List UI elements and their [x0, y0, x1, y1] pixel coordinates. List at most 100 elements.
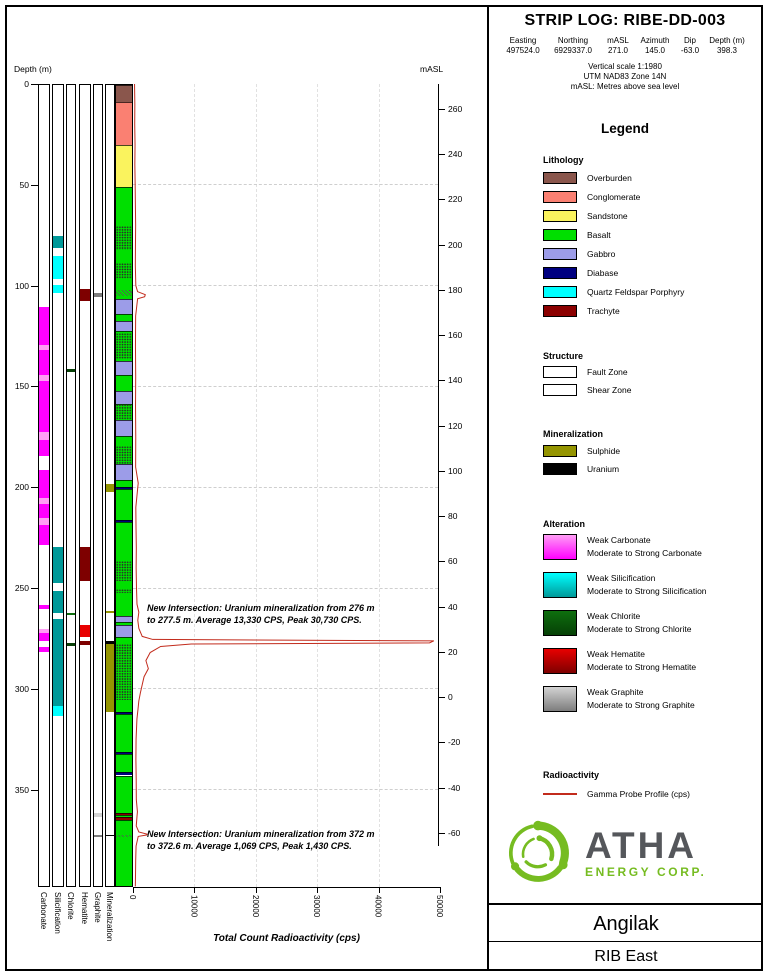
legend-lithology-title: Lithology: [543, 155, 584, 165]
lithology-interval: [116, 85, 132, 103]
masl-tick-label: 40: [448, 601, 458, 612]
carbonate-column: [38, 84, 50, 887]
silicification-interval: [53, 284, 63, 293]
depth-tick-label: 200: [14, 482, 29, 493]
depth-axis-title: Depth (m): [14, 64, 52, 74]
project-name: Angilak: [489, 905, 763, 942]
column-label: Silicification: [53, 892, 62, 934]
legend-swatch: [543, 610, 577, 636]
lithology-interval: [116, 625, 132, 638]
depth-tick: [31, 789, 38, 791]
legend-label: Weak Carbonate: [587, 535, 651, 545]
graphite-interval: [94, 834, 102, 837]
masl-tick-label: 60: [448, 556, 458, 567]
atha-logo-icon: [509, 820, 569, 882]
radio-tick: [194, 888, 196, 893]
masl-tick: [439, 244, 445, 246]
mineralization-interval: [106, 834, 114, 837]
lithology-interval: [116, 812, 132, 815]
info-header: Depth (m): [709, 36, 745, 45]
structure-overlay: [116, 560, 132, 581]
masl-tick-label: -20: [448, 737, 461, 748]
radio-tick-label: 0: [128, 895, 137, 900]
structure-overlay: [116, 589, 132, 594]
hematite-interval: [80, 625, 90, 638]
masl-tick: [439, 561, 445, 563]
masl-tick-label: 140: [448, 375, 463, 386]
legend-swatch: [543, 572, 577, 598]
masl-tick-label: 160: [448, 330, 463, 341]
radio-tick-label: 50000: [435, 895, 444, 918]
structure-overlay: [116, 263, 132, 279]
radio-tick-label: 30000: [312, 895, 322, 918]
area-name: RIB East: [594, 948, 658, 965]
collar-info-values: 497524.0 6929337.0 271.0 145.0 -63.0 398.3: [489, 46, 761, 55]
depth-tick-label: 0: [24, 79, 29, 89]
depth-tick: [31, 285, 38, 287]
legend-label: Moderate to Strong Graphite: [587, 700, 695, 710]
lithology-interval: [116, 714, 132, 753]
legend-panel: STRIP LOG: RIBE-DD-003 Easting Northing mA…: [487, 5, 761, 903]
carbonate-interval: [39, 431, 49, 440]
legend-swatch: [543, 463, 577, 475]
radio-tick-label: 20000: [250, 895, 260, 918]
hematite-interval: [80, 546, 90, 581]
masl-tick-label: 0: [448, 692, 453, 703]
info-value: 497524.0: [506, 46, 540, 55]
masl-note: mASL: Metres above sea level: [570, 82, 680, 91]
legend-mineralization-title: Mineralization: [543, 429, 604, 439]
radioactivity-axis-title: Total Count Radioactivity (cps): [213, 933, 360, 944]
masl-tick-label: 120: [448, 420, 463, 431]
hematite-interval: [80, 641, 90, 646]
atha-logo: ATHA ENERGY CORP.: [501, 811, 757, 895]
structure-overlay: [116, 403, 132, 420]
masl-tick: [439, 516, 445, 518]
masl-tick: [439, 108, 445, 110]
carbonate-interval: [39, 524, 49, 545]
masl-tick: [439, 425, 445, 427]
lithology-interval: [116, 102, 132, 146]
masl-tick: [439, 787, 445, 789]
masl-tick-label: 100: [448, 465, 463, 476]
lithology-interval: [116, 775, 132, 813]
footer: Angilak RIB East: [487, 903, 763, 971]
silicification-interval: [53, 236, 63, 249]
legend-label: Sulphide: [587, 446, 621, 456]
info-header: Easting: [509, 36, 537, 45]
page-title: STRIP LOG: RIBE-DD-003: [524, 12, 726, 29]
chlorite-interval: [67, 643, 75, 647]
depth-tick: [31, 84, 38, 85]
lithology-interval: [116, 772, 132, 776]
lithology-interval: [116, 145, 132, 187]
masl-tick-label: -60: [448, 827, 461, 838]
legend-label: Weak Silicification: [587, 573, 656, 583]
carbonate-interval: [39, 375, 49, 382]
info-value: 145.0: [644, 46, 666, 55]
masl-tick-label: 80: [448, 511, 458, 522]
gamma-profile: [133, 84, 440, 887]
masl-tick-label: 200: [448, 239, 463, 250]
masl-tick-label: 260: [448, 103, 463, 114]
masl-tick: [439, 470, 445, 472]
masl-tick: [439, 697, 445, 699]
v-gridline: [194, 84, 196, 887]
structure-overlay: [116, 332, 132, 360]
silicification-interval: [53, 591, 63, 614]
column-label: Mineralization: [105, 892, 114, 942]
h-gridline: [133, 688, 438, 690]
structure-overlay: [116, 644, 132, 700]
legend-swatch: [543, 191, 577, 203]
lithology-interval: [116, 419, 132, 436]
masl-axis-title: mASL: [420, 64, 444, 74]
legend-swatch: [543, 366, 577, 378]
depth-tick-label: 150: [14, 381, 29, 392]
carbonate-interval: [39, 350, 49, 376]
legend-swatch: [543, 534, 577, 560]
legend-title: Legend: [600, 121, 649, 136]
lithology-interval: [116, 313, 132, 321]
lithology-interval: [116, 375, 132, 392]
v-gridline: [378, 84, 380, 887]
carbonate-interval: [39, 381, 49, 432]
h-gridline: [133, 385, 438, 387]
